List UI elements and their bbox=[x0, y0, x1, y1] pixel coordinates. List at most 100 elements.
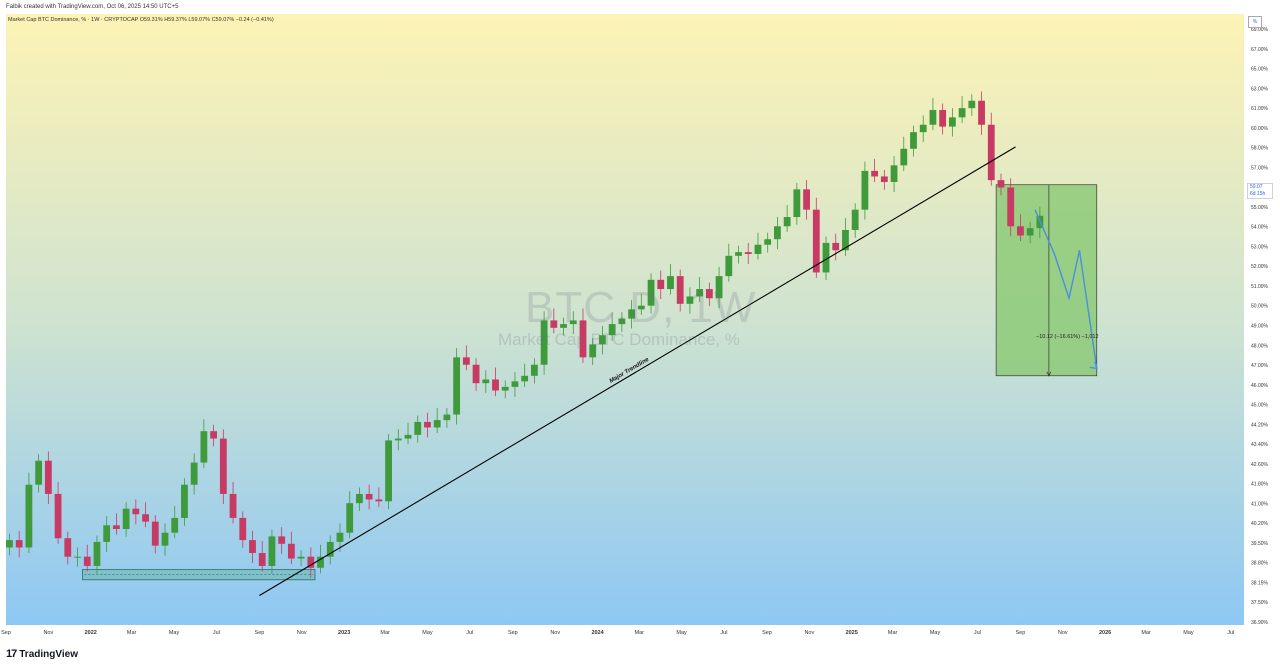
candle-body bbox=[404, 434, 412, 439]
price-scale-background bbox=[1244, 14, 1280, 625]
projection-arrowhead bbox=[1089, 361, 1098, 370]
price-tick-label: 53.00% bbox=[1251, 244, 1269, 250]
candle-body bbox=[103, 525, 111, 542]
candle-body bbox=[453, 357, 461, 415]
price-tick-label: 47.00% bbox=[1251, 363, 1269, 369]
price-tick-label: 60.00% bbox=[1251, 126, 1269, 132]
time-tick-label: Sep bbox=[255, 630, 265, 636]
btc-dominance-chart[interactable]: Major Trendline 69.00%67.00%65.00%63.00%… bbox=[0, 14, 1280, 640]
time-tick-label: Nov bbox=[550, 630, 560, 636]
target-measurement-label: −10.12 (−16.61%) −1,012 bbox=[1036, 334, 1099, 340]
candle-body bbox=[365, 493, 373, 500]
candle-body bbox=[1007, 187, 1015, 227]
tradingview-logo-text: TradingView bbox=[19, 649, 78, 660]
time-tick-label: May bbox=[930, 630, 941, 636]
candle-body bbox=[910, 132, 917, 149]
candle-body bbox=[317, 556, 324, 568]
candle-body bbox=[793, 189, 801, 218]
candle-body bbox=[948, 117, 956, 127]
price-tick-label: 41.00% bbox=[1251, 501, 1269, 507]
candle-body bbox=[939, 109, 947, 127]
time-tick-label: 2022 bbox=[85, 630, 97, 636]
candle-body bbox=[637, 305, 645, 310]
time-axis[interactable]: Sep Nov 2022 Mar May Jul Sep Nov 2023 Mar May Jul Se… bbox=[1, 630, 1234, 636]
price-tick-label: 58.00% bbox=[1251, 146, 1269, 152]
candle-body bbox=[715, 276, 723, 299]
time-tick-label: May bbox=[169, 630, 180, 636]
candle-body bbox=[589, 344, 597, 358]
candle-body bbox=[93, 541, 101, 566]
candle-body bbox=[278, 536, 286, 544]
candle-body bbox=[968, 100, 976, 109]
candle-body bbox=[190, 462, 198, 485]
price-tick-label: 43.40% bbox=[1251, 442, 1269, 448]
candle-body bbox=[783, 217, 791, 227]
time-tick-label: Mar bbox=[888, 630, 898, 636]
price-tick-label: 50.00% bbox=[1251, 304, 1269, 310]
candle-body bbox=[705, 289, 713, 299]
price-axis[interactable]: 69.00% 67.00% 65.00% 63.00% 61.00% 60.00% 58.0… bbox=[1251, 27, 1269, 626]
candle-body bbox=[482, 379, 490, 384]
price-tick-label: 41.80% bbox=[1251, 482, 1269, 488]
time-tick-label: Jul bbox=[213, 630, 220, 636]
bar-countdown: 6d 15h bbox=[1250, 191, 1266, 197]
candle-body bbox=[667, 276, 674, 290]
candle-body bbox=[54, 493, 62, 539]
time-tick-label: Sep bbox=[1016, 630, 1026, 636]
time-tick-label: Nov bbox=[1058, 630, 1068, 636]
candle-body bbox=[433, 420, 441, 428]
price-tick-label: 52.00% bbox=[1251, 264, 1269, 270]
candle-body bbox=[25, 484, 33, 548]
major-trendline bbox=[259, 146, 1016, 596]
candle-body bbox=[735, 252, 742, 256]
time-tick-label: 2024 bbox=[591, 630, 604, 636]
current-price-value: 59.07 bbox=[1250, 184, 1263, 190]
time-tick-label: Sep bbox=[762, 630, 772, 636]
candle-body bbox=[579, 320, 587, 358]
candle-body bbox=[375, 499, 383, 502]
candle-body bbox=[151, 521, 159, 546]
candle-body bbox=[336, 532, 344, 542]
time-tick-label: May bbox=[422, 630, 433, 636]
projection-path bbox=[1034, 209, 1098, 369]
price-tick-label: 67.00% bbox=[1251, 47, 1269, 53]
candle-body bbox=[919, 124, 927, 133]
price-tick-label: 55.00% bbox=[1251, 205, 1269, 211]
top-attribution-bar: Falbik created with TradingView.com, Oct… bbox=[0, 0, 1280, 14]
percent-scale-button[interactable]: % bbox=[1248, 16, 1262, 28]
price-tick-label: 57.00% bbox=[1251, 165, 1269, 171]
tradingview-logo-mark: 17 bbox=[6, 648, 17, 660]
measure-arrow-head bbox=[1046, 371, 1052, 377]
candle-body bbox=[871, 170, 879, 177]
candle-body bbox=[1017, 226, 1024, 236]
tradingview-logo[interactable]: 17 TradingView bbox=[6, 648, 78, 660]
candle-body bbox=[608, 324, 616, 336]
time-tick-label: Jul bbox=[1227, 630, 1234, 636]
candle-body bbox=[725, 255, 733, 277]
candle-body bbox=[219, 438, 227, 494]
price-tick-label: 36.90% bbox=[1251, 620, 1269, 626]
time-tick-label: Jul bbox=[720, 630, 727, 636]
time-tick-label: May bbox=[676, 630, 687, 636]
candle-body bbox=[307, 556, 315, 568]
candle-body bbox=[803, 189, 810, 210]
price-tick-label: 63.00% bbox=[1251, 86, 1269, 92]
candle-body bbox=[1026, 228, 1034, 236]
price-tick-label: 65.00% bbox=[1251, 67, 1269, 73]
candle-body bbox=[414, 421, 422, 435]
candle-body bbox=[822, 242, 830, 273]
price-tick-label: 48.00% bbox=[1251, 343, 1269, 349]
candle-body bbox=[462, 357, 470, 365]
candle-body bbox=[112, 525, 120, 530]
time-tick-label: Jul bbox=[466, 630, 473, 636]
candle-body bbox=[657, 279, 665, 290]
series-legend[interactable]: Market Cap BTC Dominance, % · 1W · CRYPT… bbox=[8, 17, 274, 23]
candle-body bbox=[326, 541, 334, 557]
candle-body bbox=[44, 460, 52, 494]
time-tick-label: Sep bbox=[1, 630, 11, 636]
candle-body bbox=[832, 242, 840, 251]
price-tick-label: 42.60% bbox=[1251, 462, 1269, 468]
support-zone-box bbox=[81, 569, 316, 581]
candle-body bbox=[229, 493, 237, 518]
candle-body bbox=[142, 514, 149, 522]
